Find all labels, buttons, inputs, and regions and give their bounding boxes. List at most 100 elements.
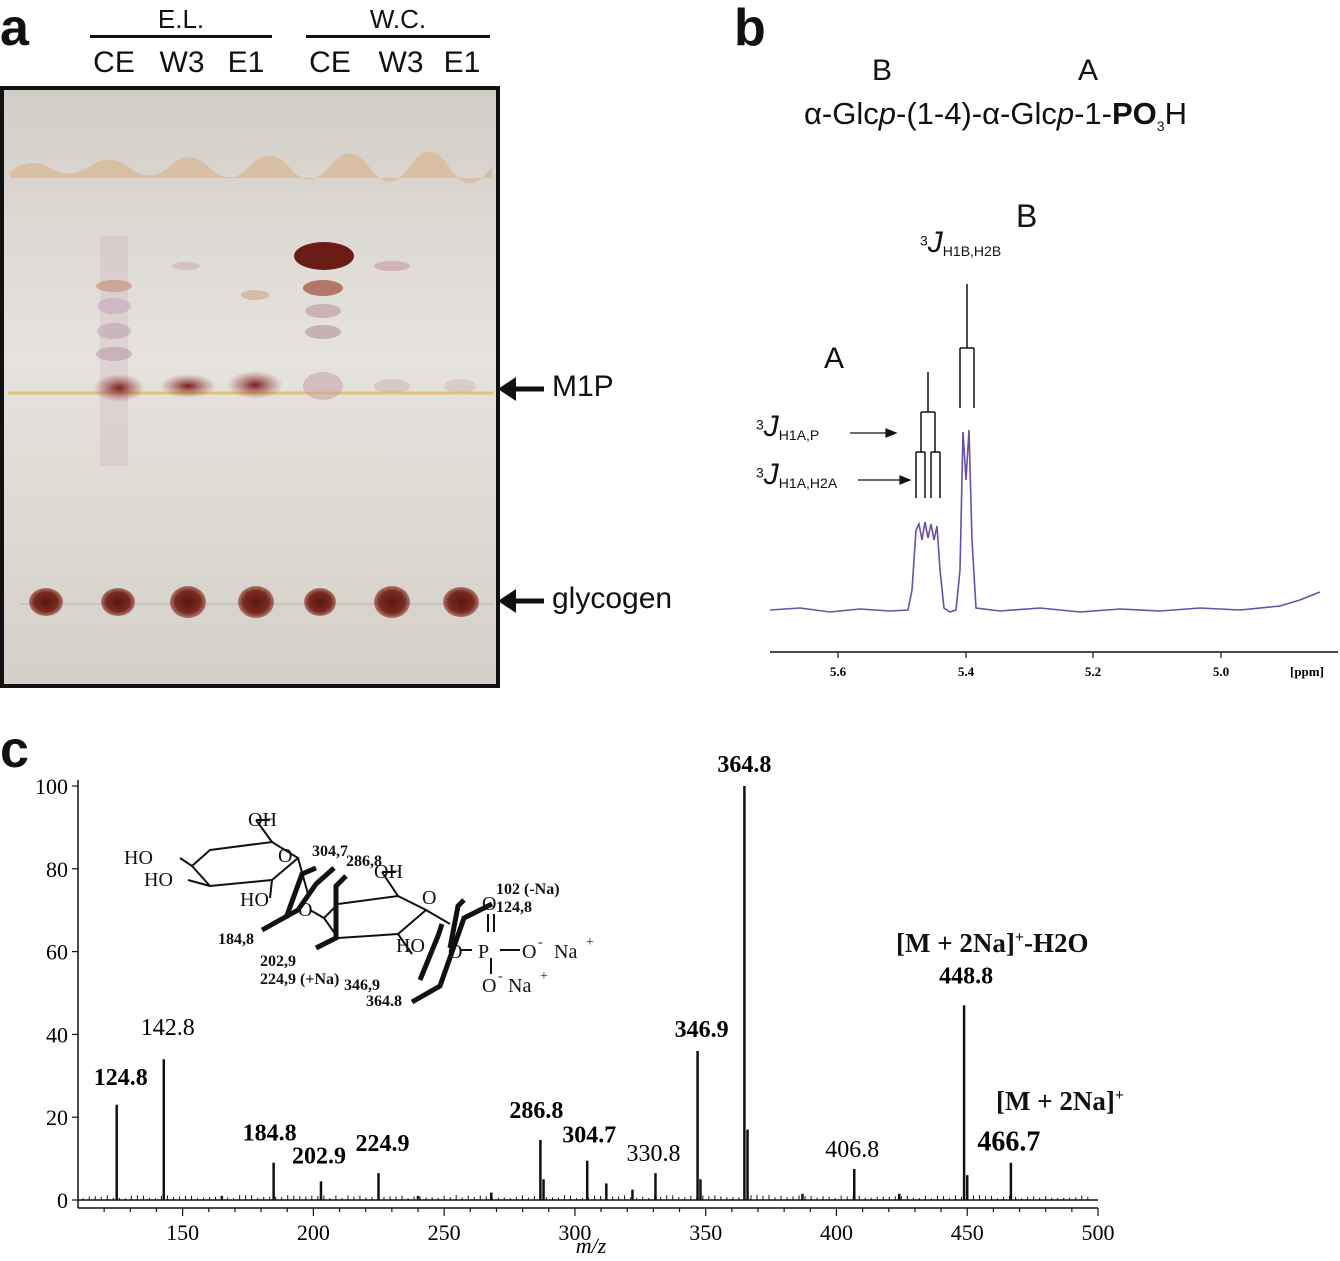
lane-label-wc-ce: CE [309,46,351,79]
disaccharide-formula: α-Glcp-(1-4)-α-Glcp-1-PO3H [804,96,1187,134]
ms-x-tick-label: 450 [951,1220,984,1245]
lane-bands [93,236,476,466]
group-bar-wc [306,35,490,38]
ms-peak-label: 202.9 [292,1143,346,1169]
ms-spectrum-chart: 0 20 40 60 80 100 150 200 250 300 350 400 450 500 124… [35,752,1115,1258]
fragment-label: 224,9 (+Na) [260,971,339,988]
nmr-tick-label: 5.6 [830,664,847,679]
fragment-label: 184,8 [218,931,254,948]
nmr-tick-label: 5.4 [958,664,975,679]
oh-label: HO [124,847,153,869]
oh-label: HO [396,935,425,957]
origin-spots [29,586,479,618]
glycogen-label: glycogen [552,582,673,615]
ms-x-tick-label: 300 [558,1220,591,1245]
structure-atom-labels: OH HO HO HO OH HO O O O O O P O - Na + O… [124,809,594,997]
coupling-sub: H1B,H2B [942,243,1002,260]
formula-part: PO [1111,96,1157,131]
ms-peak-label: 124.8 [94,1065,148,1091]
nmr-tick-label: 5.2 [1085,664,1101,679]
group-bar-el [90,35,272,38]
oh-label: OH [374,861,403,883]
counter-ion-label: Na [508,975,531,997]
annotation-m-2na-h2o: [M + 2Na]+-H2O [896,928,1088,959]
nmr-ticks [837,652,1222,658]
formula-part: p [878,96,896,131]
annotation-part: [M + 2Na] [996,1086,1115,1116]
ms-x-tick-label: 150 [166,1220,199,1245]
nmr-tick-label: 5.0 [1213,664,1229,679]
charge-label: - [498,969,503,984]
lane-label-wc-e1: E1 [443,46,481,79]
formula-part: 3 [1156,118,1165,135]
ms-peak-label: 304.7 [562,1123,616,1149]
formula-part: α-Glc [804,96,879,131]
lane-label-el-e1: E1 [227,46,265,79]
ring-oxygen-label: O [298,899,312,921]
m1p-disaccharide-structure: OH HO HO HO OH HO O O O O O P O - Na + O… [124,809,594,1006]
coupling-sup: 3 [756,464,764,481]
ms-y-tick-label: 60 [46,940,68,965]
ring-oxygen-label: O [448,941,462,963]
coupling-sup: 3 [756,416,764,433]
charge-label: + [540,969,548,984]
m1p-label: M1P [552,370,614,403]
oh-label: HO [240,889,269,911]
lane-label-el-ce: CE [93,46,135,79]
splitting-tree-b [959,284,975,408]
ms-peaks [82,786,1089,1200]
glycogen-arrow-icon [498,589,544,613]
coupling-sub: H1A,H2A [778,475,838,492]
tlc-plate [0,86,500,688]
ms-peak-label: 448.8 [939,963,993,989]
ms-x-tick-label: 200 [297,1220,330,1245]
ms-peak-label: 466.7 [977,1127,1040,1158]
ms-x-tick-label: 250 [428,1220,461,1245]
fragment-label: 286,8 [346,853,382,870]
ms-x-tick-label: 350 [689,1220,722,1245]
splitting-tree-a [915,372,941,498]
fragment-labels: 304,7 286,8 184,8 202,9 224,9 (+Na) 346,… [218,843,560,1006]
coupling-h1b-h2b: 3JH1B,H2B [920,226,1001,260]
group-label-el: E.L. [157,4,205,34]
nmr-axis-unit: [ppm] [1290,664,1324,679]
coupling-j: J [927,226,943,259]
ms-x-tick-label: 400 [820,1220,853,1245]
fragment-label: 304,7 [312,843,348,860]
fragment-label: 364,8 [366,993,402,1006]
phosphate-p-label: P [478,941,489,963]
m1p-arrow-icon [498,377,544,401]
phosphate-o-label: O [482,893,496,915]
ms-y-tick-label: 80 [46,857,68,882]
coupling-sub: H1A,P [778,427,820,444]
ms-axes: 0 20 40 60 80 100 150 200 250 300 350 400 450 500 [35,774,1115,1245]
charge-label: - [538,935,543,950]
plate-frame [0,86,500,688]
ms-y-tick-label: 100 [35,774,68,799]
peak-label-b: B [1016,198,1038,234]
ms-peak-label: 224.9 [356,1131,410,1157]
ms-y-tick-label: 40 [46,1022,68,1047]
coupling-j: J [763,410,779,443]
annotation-m-2na: [M + 2Na]+ [996,1086,1124,1117]
ring-oxygen-label: O [422,887,436,909]
ms-peak-label: 406.8 [825,1137,879,1163]
coupling-h1a-p: 3JH1A,P [756,410,819,444]
oh-label: HO [144,869,173,891]
ms-x-axis-title: m/z [576,1233,607,1258]
ms-y-tick-label: 0 [57,1188,68,1213]
annotation-part: [M + 2Na] [896,928,1015,958]
annotation-part: + [1014,929,1024,946]
coupling-j: J [763,458,779,491]
oh-label: OH [248,809,277,831]
ms-peak-label: 330.8 [626,1141,680,1167]
fragment-label: 124,8 [496,899,532,916]
coupling-sup: 3 [920,232,928,249]
counter-ion-label: Na [554,941,577,963]
phosphate-o-label: O [522,941,536,963]
formula-part: H [1164,96,1187,131]
nmr-spectrum: 5.6 5.4 5.2 5.0 [ppm] [769,284,1338,679]
ms-peak-label: 142.8 [141,1015,195,1041]
annotation-part: -H2O [1023,928,1089,958]
